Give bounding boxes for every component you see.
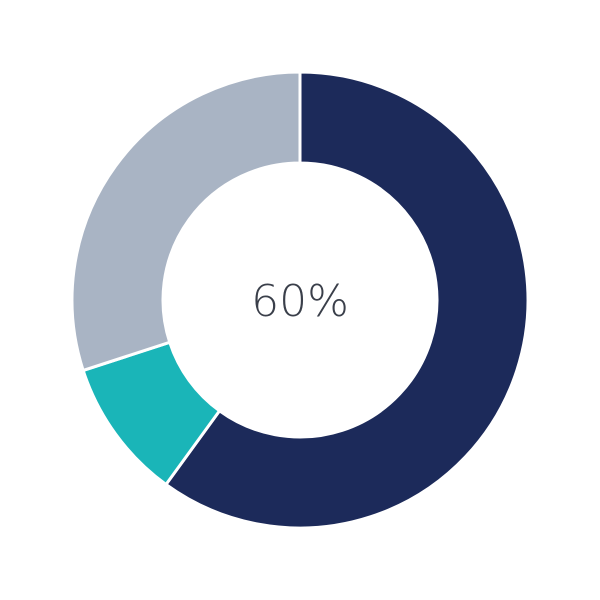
donut-slices: [70, 70, 530, 530]
donut-slice-3: [70, 70, 302, 373]
donut-slice-1: [163, 70, 530, 530]
center-label: 60%: [251, 276, 349, 327]
